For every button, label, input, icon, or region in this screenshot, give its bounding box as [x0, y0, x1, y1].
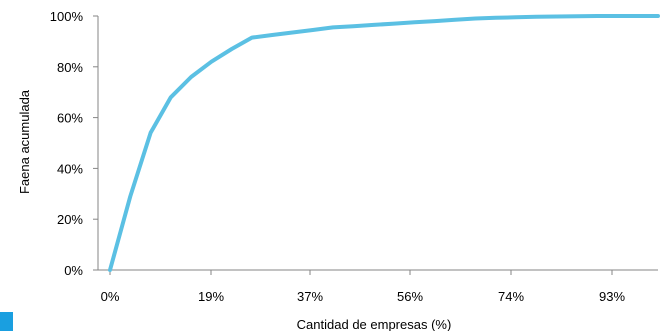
y-axis-ticks: 0% 20% 40% 60% 80% 100%: [50, 9, 98, 278]
x-tick-label: 93%: [599, 289, 625, 304]
series-group: [108, 14, 660, 272]
y-tick-label: 0%: [64, 263, 83, 278]
y-tick-label: 80%: [57, 60, 83, 75]
x-tick-label: 0%: [101, 289, 120, 304]
x-tick-label: 37%: [297, 289, 323, 304]
x-tick-label: 19%: [198, 289, 224, 304]
y-tick-label: 20%: [57, 212, 83, 227]
y-axis-title: Faena acumulada: [17, 89, 32, 194]
x-axis-title: Cantidad de empresas (%): [297, 317, 452, 331]
y-tick-label: 60%: [57, 111, 83, 126]
x-tick-label: 74%: [498, 289, 524, 304]
x-tick-label: 56%: [397, 289, 423, 304]
y-tick-label: 40%: [57, 161, 83, 176]
x-axis-ticks: 0% 19% 37% 56% 74% 93%: [101, 270, 625, 304]
axes: [97, 16, 658, 271]
y-tick-label: 100%: [50, 9, 84, 24]
series-line-0: [108, 14, 660, 272]
side-marker: [0, 312, 13, 331]
